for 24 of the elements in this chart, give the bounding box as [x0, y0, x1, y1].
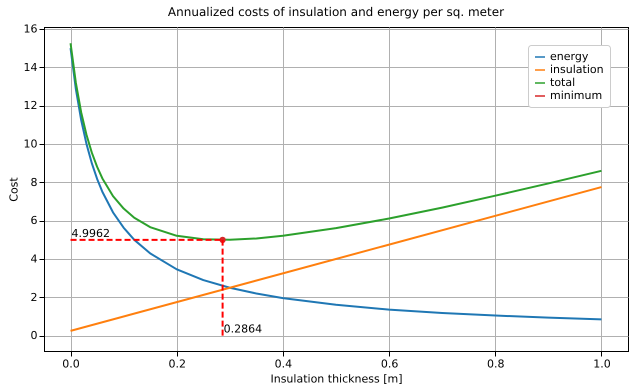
y-tick-label: 0 — [30, 329, 38, 342]
y-tick-label: 4 — [30, 252, 38, 266]
y-tick-label: 8 — [30, 176, 38, 189]
x-tick-label: 1.0 — [593, 358, 611, 370]
y-tick-label: 6 — [30, 214, 38, 228]
x-tick-label: 0.8 — [487, 358, 505, 370]
y-tick-label: 14 — [24, 60, 38, 74]
annotation: 4.9962 — [72, 226, 110, 240]
legend-label: insulation — [550, 63, 604, 76]
x-tick-label: 0.2 — [168, 358, 186, 370]
annotation: 0.2864 — [224, 322, 262, 336]
y-axis-title: Cost — [8, 176, 21, 202]
legend-label: energy — [550, 50, 589, 63]
y-tick-label: 10 — [24, 137, 38, 150]
y-tick-label: 12 — [24, 99, 38, 112]
x-tick-label: 0.6 — [380, 358, 398, 370]
x-tick-label: 0.0 — [62, 358, 80, 370]
x-axis-title: Insulation thickness [m] — [270, 372, 403, 386]
chart-title: Annualized costs of insulation and energy per sq. meter — [168, 4, 504, 19]
legend-label: minimum — [550, 89, 602, 102]
y-tick-label: 16 — [24, 22, 38, 36]
legend-label: total — [550, 76, 576, 89]
x-tick-label: 0.4 — [274, 358, 292, 370]
y-tick-label: 2 — [30, 290, 38, 304]
